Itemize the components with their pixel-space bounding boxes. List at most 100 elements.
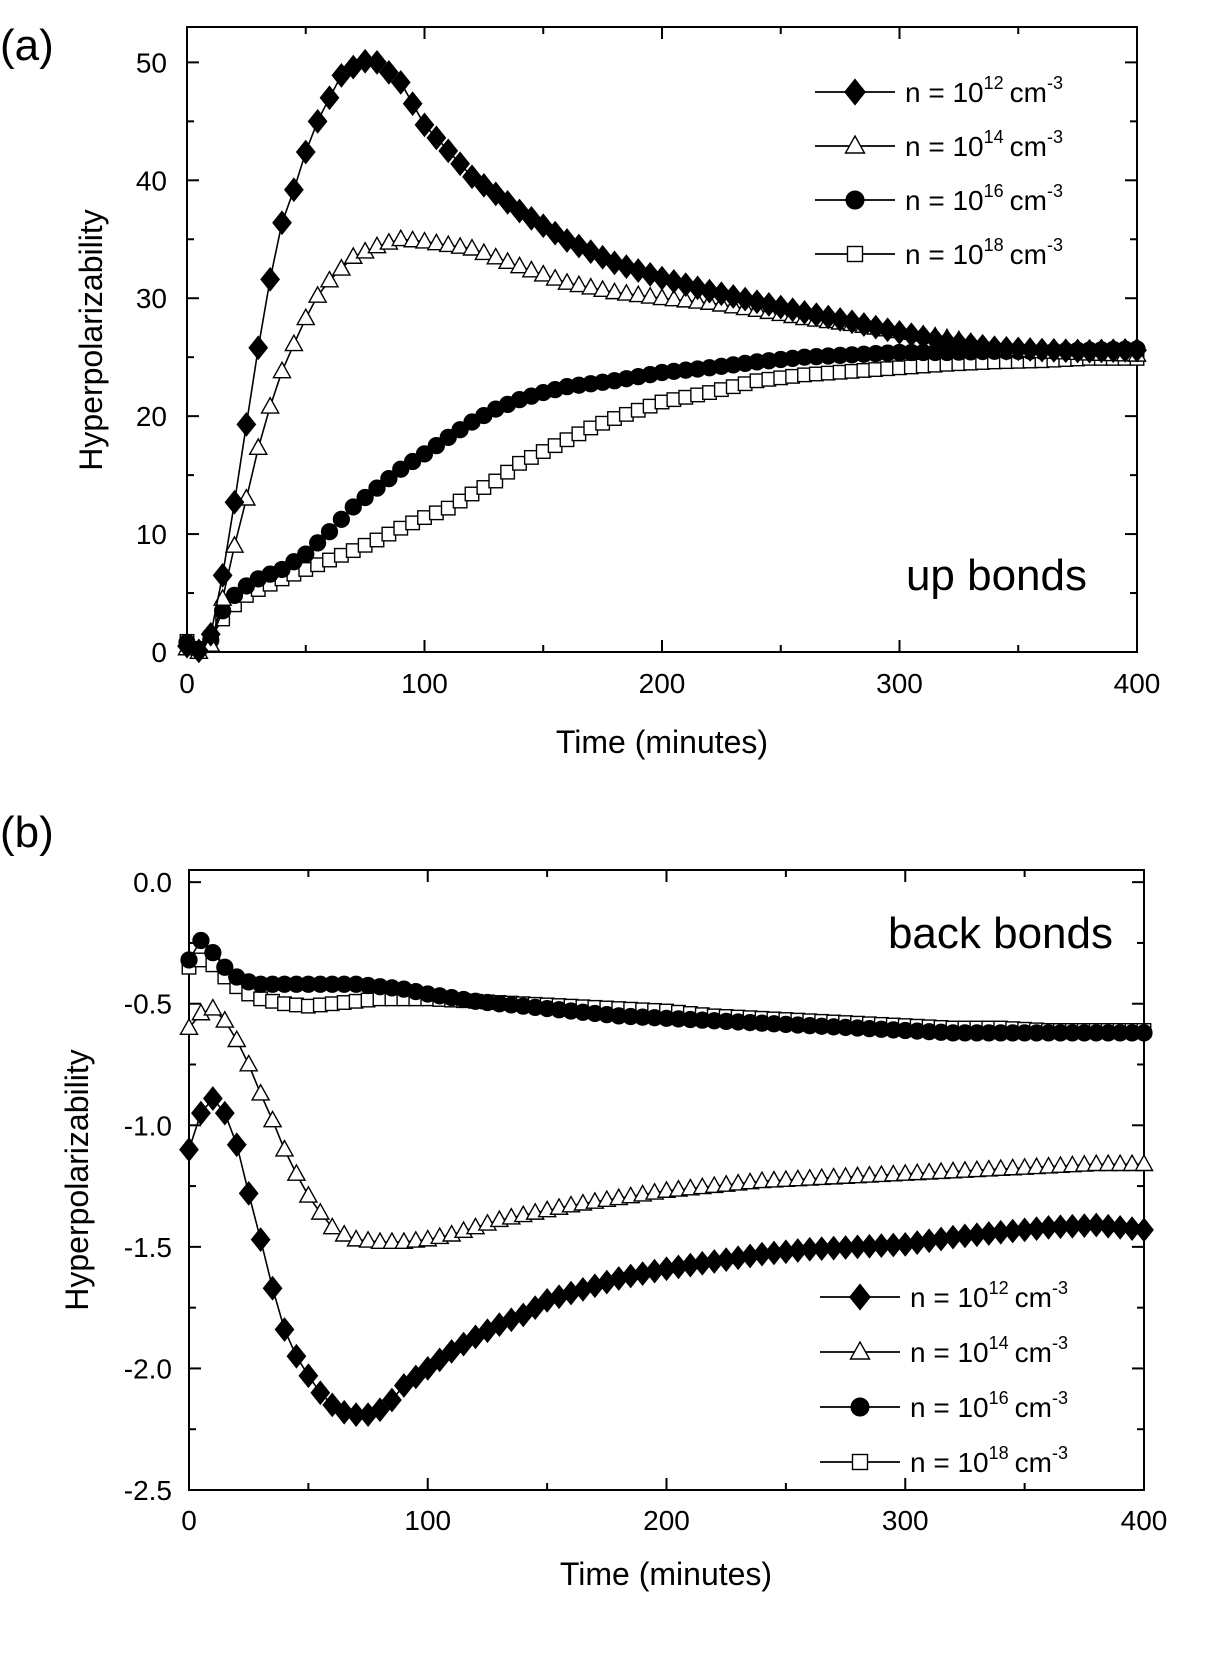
- data-point: [298, 1363, 319, 1389]
- legend-label-unit: cm: [1010, 77, 1047, 108]
- series-triangle: [179, 998, 1154, 1250]
- legend-label: n = 1014 cm-3: [905, 127, 1063, 162]
- data-point: [426, 125, 447, 151]
- legend-label-prefix: n = 10: [910, 1447, 989, 1478]
- data-point: [818, 304, 839, 330]
- legend-label-exponent: 18: [989, 1443, 1009, 1463]
- data-point: [580, 239, 601, 265]
- data-point: [402, 91, 423, 117]
- data-point: [1135, 1024, 1153, 1042]
- y-tick-label: 0: [151, 637, 167, 668]
- data-point: [1110, 1215, 1131, 1240]
- series-circle: [178, 340, 1146, 659]
- legend-label-prefix: n = 10: [905, 239, 984, 270]
- legend-item: n = 1016 cm-3: [820, 1388, 1068, 1423]
- panel-a-up-bonds: (a) 0 100 200 300 400 0 10 20 30 40 50 Time (minu…: [0, 21, 1160, 760]
- data-point: [216, 958, 234, 976]
- data-point: [943, 1161, 963, 1179]
- series-diamond: [177, 48, 1147, 664]
- legend-marker: [850, 1397, 870, 1417]
- panel-b-series: [179, 931, 1154, 1427]
- legend-label: n = 1016 cm-3: [910, 1388, 1068, 1423]
- data-point: [955, 1160, 975, 1178]
- data-point: [462, 238, 482, 256]
- panel-a-annotation: up bonds: [906, 551, 1087, 600]
- data-point: [248, 335, 269, 361]
- data-point: [438, 138, 459, 164]
- data-point: [1134, 1217, 1154, 1243]
- data-point: [450, 151, 471, 177]
- y-tick-label: -2.0: [124, 1353, 172, 1384]
- legend-label: n = 1012 cm-3: [910, 1278, 1068, 1313]
- legend-label-unit-exponent: -3: [1047, 127, 1063, 147]
- legend-label-prefix: n = 10: [910, 1337, 989, 1368]
- legend-marker: [851, 1453, 869, 1471]
- panel-b-y-tick-labels: 0.0 -0.5 -1.0 -1.5 -2.0 -2.5: [124, 867, 172, 1506]
- series-circle: [180, 931, 1153, 1042]
- x-tick-label: 300: [876, 668, 923, 699]
- legend-label-prefix: n = 10: [905, 185, 984, 216]
- panel-a-y-tick-labels: 0 10 20 30 40 50: [136, 47, 167, 668]
- legend-item: n = 1016 cm-3: [815, 181, 1063, 216]
- panel-b-back-bonds: (b) 0 100 200 300 400 0.0 -0.5 -1.0 -1.5 -2.0 -2.…: [0, 808, 1167, 1592]
- data-point: [404, 452, 422, 471]
- data-point: [794, 300, 815, 325]
- legend-label-unit: cm: [1015, 1392, 1052, 1423]
- data-point: [250, 1083, 271, 1101]
- data-point: [776, 1169, 796, 1188]
- data-point: [310, 1202, 331, 1220]
- data-point: [427, 437, 445, 455]
- data-point: [274, 1317, 295, 1342]
- panel-a-ticks: [186, 27, 1138, 653]
- panel-a-label: (a): [0, 21, 54, 70]
- data-point: [414, 231, 435, 249]
- y-tick-label: 50: [136, 47, 167, 78]
- data-point: [533, 264, 553, 282]
- data-point: [913, 324, 934, 350]
- data-point: [652, 287, 672, 306]
- data-point: [497, 251, 518, 269]
- data-point: [1014, 1157, 1035, 1175]
- data-point: [212, 562, 233, 588]
- legend-label-unit-exponent: -3: [1047, 235, 1063, 255]
- legend-label-prefix: n = 10: [905, 77, 984, 108]
- data-point: [248, 437, 268, 455]
- data-point: [262, 1275, 283, 1301]
- data-point: [344, 498, 362, 516]
- legend-label-unit-exponent: -3: [1052, 1443, 1068, 1463]
- panel-b-x-tick-labels: 0 100 200 300 400: [181, 1505, 1167, 1536]
- data-point: [1134, 1153, 1154, 1172]
- panel-b-y-axis-title: Hyperpolarizability: [59, 1049, 95, 1310]
- y-tick-label: -0.5: [124, 989, 172, 1020]
- data-point: [925, 327, 946, 352]
- data-point: [901, 322, 922, 348]
- x-tick-label: 0: [181, 1505, 197, 1536]
- legend-marker: [846, 245, 864, 263]
- data-point: [382, 1387, 402, 1413]
- data-point: [272, 360, 292, 379]
- data-point: [238, 1054, 259, 1072]
- data-point: [307, 108, 328, 134]
- data-point: [203, 998, 223, 1016]
- x-tick-label: 300: [882, 1505, 929, 1536]
- data-point: [1098, 1213, 1119, 1239]
- legend-item: n = 1014 cm-3: [820, 1333, 1068, 1368]
- data-point: [1074, 1154, 1095, 1172]
- data-point: [474, 242, 494, 261]
- series-square: [179, 350, 1145, 656]
- panel-b-annotation: back bonds: [888, 909, 1113, 958]
- data-point: [676, 290, 696, 308]
- legend-marker: [844, 134, 866, 154]
- data-point: [297, 545, 315, 563]
- legend-label: n = 1018 cm-3: [910, 1443, 1068, 1478]
- data-point: [391, 228, 411, 247]
- data-point: [392, 460, 410, 478]
- series-line: [186, 348, 1138, 651]
- data-point: [295, 139, 316, 165]
- data-point: [1110, 1153, 1130, 1172]
- data-point: [1127, 337, 1147, 363]
- data-point: [298, 1185, 319, 1203]
- data-point: [332, 510, 350, 528]
- data-point: [204, 944, 222, 962]
- data-point: [752, 1170, 772, 1189]
